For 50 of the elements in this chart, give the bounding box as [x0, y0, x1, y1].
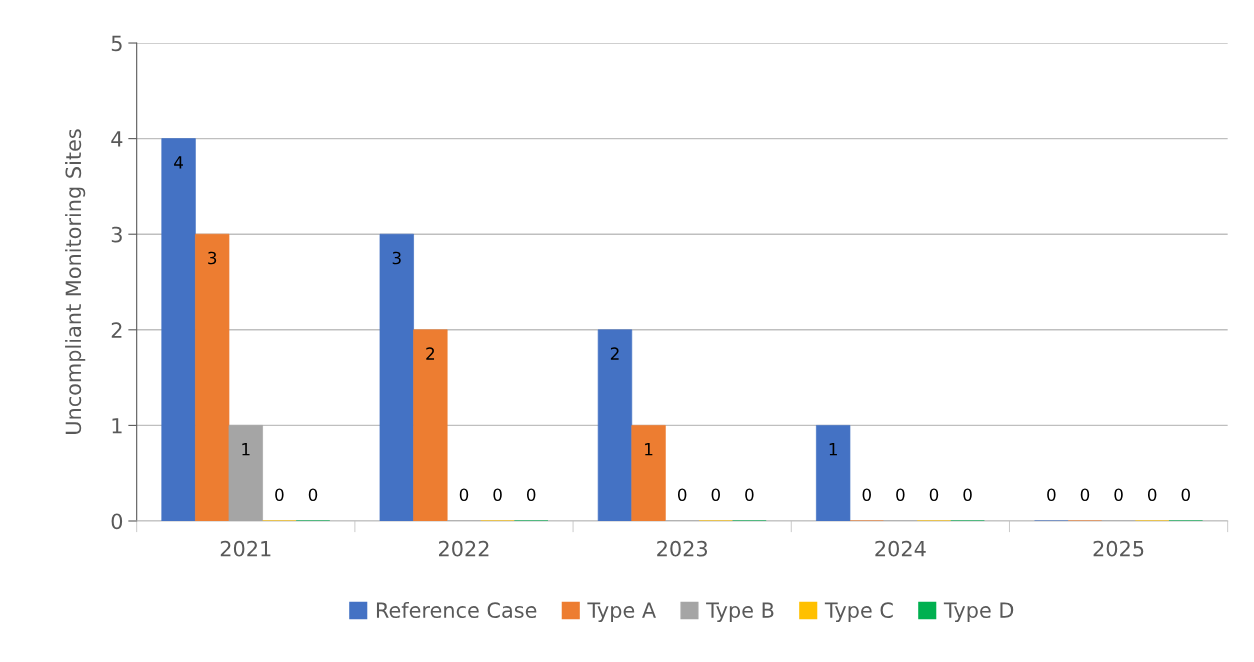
y-tick-label: 3 [111, 226, 122, 243]
x-tick-label: 2023 [657, 540, 708, 557]
data-label: 0 [1147, 488, 1157, 502]
bar [228, 425, 263, 521]
data-label: 0 [459, 488, 469, 502]
y-tick-label: 0 [111, 513, 123, 530]
y-tick-label: 1 [112, 418, 122, 434]
legend-label: Reference Case [376, 601, 537, 619]
bar [379, 233, 414, 521]
bar [816, 425, 851, 521]
y-tick-label: 4 [111, 131, 123, 147]
legend-label: Type A [587, 602, 656, 623]
bar [597, 329, 633, 521]
legend-label: Type D [943, 602, 1014, 623]
data-label: 0 [896, 488, 905, 502]
data-label: 1 [829, 443, 837, 456]
data-label: 0 [1181, 488, 1190, 502]
data-label: 3 [392, 251, 401, 265]
x-tick-label: 2022 [439, 540, 489, 557]
bar [631, 425, 666, 521]
data-label: 0 [493, 488, 502, 502]
data-label: 0 [745, 488, 754, 502]
data-label: 0 [526, 488, 536, 502]
y-axis-title: Uncompliant Monitoring Sites [65, 129, 86, 434]
data-label: 3 [208, 251, 217, 265]
data-label: 0 [862, 488, 871, 502]
data-label: 2 [610, 347, 619, 360]
data-label: 0 [711, 488, 720, 502]
data-label: 0 [1114, 488, 1123, 502]
bar [195, 233, 230, 521]
x-tick-label: 2021 [220, 540, 271, 557]
data-label: 4 [174, 156, 183, 169]
data-label: 0 [929, 488, 939, 502]
bar [161, 138, 196, 521]
data-label: 0 [1047, 488, 1056, 502]
data-label: 1 [645, 443, 653, 456]
data-label: 0 [1080, 488, 1090, 502]
data-label: 1 [242, 443, 250, 456]
legend-label: Type C [824, 602, 893, 623]
data-label: 0 [963, 488, 972, 502]
data-label: 0 [275, 488, 284, 502]
y-tick-label: 5 [111, 35, 122, 52]
data-label: 2 [426, 347, 435, 360]
data-label: 0 [308, 488, 318, 502]
x-tick-label: 2025 [1093, 540, 1144, 557]
bar [413, 329, 448, 521]
y-tick-label: 2 [111, 322, 122, 338]
legend-label: Type B [706, 602, 774, 623]
x-tick-label: 2024 [875, 540, 926, 557]
data-label: 0 [677, 488, 687, 502]
